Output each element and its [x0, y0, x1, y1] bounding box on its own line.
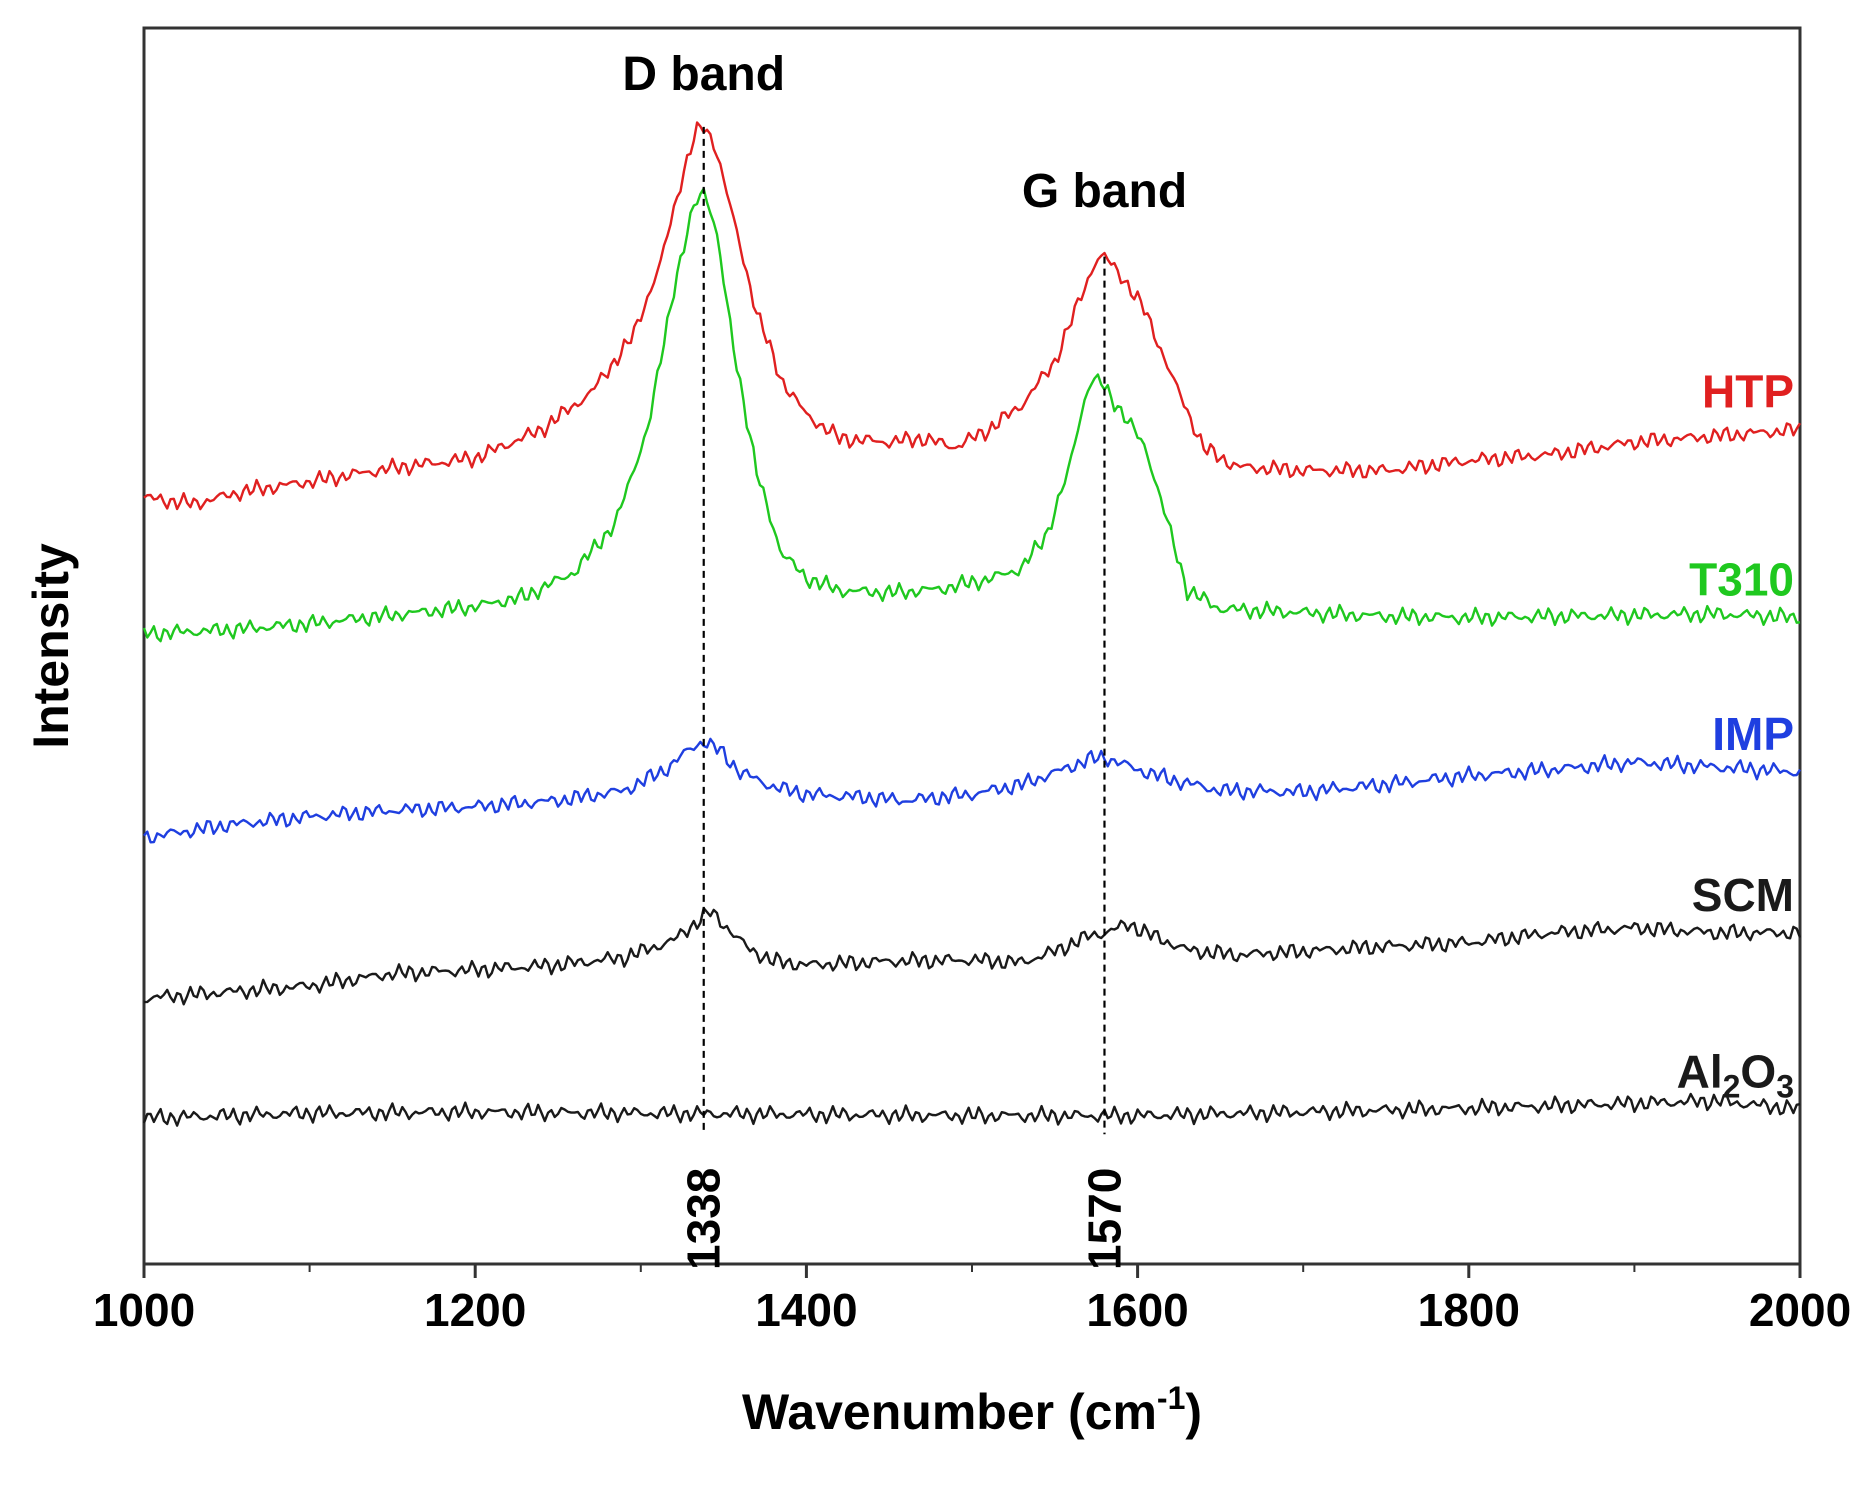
- series-label: SCM: [1692, 869, 1794, 921]
- band-label: D band: [622, 48, 785, 101]
- series-line: [143, 121, 1802, 511]
- series-line: [142, 1092, 1801, 1127]
- x-axis-title: Wavenumber (cm-1): [742, 1380, 1202, 1440]
- x-tick-label: 1800: [1418, 1284, 1520, 1336]
- x-tick-label: 1600: [1086, 1284, 1188, 1336]
- series-label: T310: [1689, 554, 1794, 606]
- series-label: Al2O3: [1677, 1046, 1794, 1105]
- x-tick-label: 1400: [755, 1284, 857, 1336]
- peak-label: 1570: [1078, 1168, 1130, 1270]
- band-label: G band: [1022, 165, 1187, 218]
- plot-frame: [142, 26, 1802, 1266]
- series-group: HTP T310 IMP SCM Al2O3: [142, 121, 1802, 1127]
- peak-label: 1338: [678, 1168, 730, 1270]
- series-label: IMP: [1712, 708, 1794, 760]
- axes-group: 1000 1200 1400 1600 1800 2000 Wavenumber (cm-1…: [23, 543, 1851, 1440]
- x-tick-label: 2000: [1749, 1284, 1851, 1336]
- x-tick-label: 1000: [93, 1284, 195, 1336]
- series-line: [143, 907, 1802, 1006]
- y-axis-title: Intensity: [23, 543, 79, 749]
- plot-border: [142, 26, 1802, 1266]
- series-label: HTP: [1702, 366, 1794, 418]
- annotations-group: 1338 1570 D band G band: [622, 48, 1187, 1270]
- x-tick-label: 1200: [424, 1284, 526, 1336]
- series-line: [142, 187, 1801, 643]
- series-line: [143, 737, 1802, 844]
